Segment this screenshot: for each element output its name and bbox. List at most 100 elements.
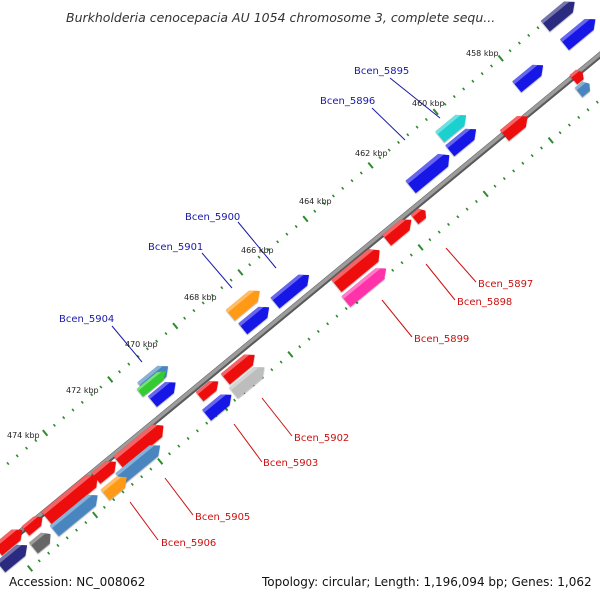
tick-dot [474,199,478,204]
gene-label-bcen-5895[interactable]: Bcen_5895 [354,66,409,77]
gene-arrow-orange-5901[interactable] [225,290,260,321]
tick-dot [567,123,571,127]
gene-arrow-bcen-5904[interactable] [136,371,167,397]
gene-arrow-red-5902a[interactable] [220,354,255,385]
gene-arrow-bcen-5903[interactable] [202,394,232,421]
leader-bcen-5897 [445,247,477,283]
gene-arrow-bcen-5905[interactable] [41,474,98,525]
gene-label-bcen-5901[interactable]: Bcen_5901 [148,242,203,253]
gene-label-bcen-5903[interactable]: Bcen_5903 [263,458,318,469]
tick-dot [437,230,441,234]
gene-arrow-bcen-5897[interactable] [382,219,412,246]
leader-bcen-5904 [111,325,143,363]
gene-arrow-bcen-5896[interactable] [405,154,450,194]
gene-arrow-blue-5895b[interactable] [445,128,477,157]
tick-dot [482,190,489,198]
tick-dot [424,117,428,122]
tick-dot [172,322,179,330]
gene-arrow-orange-5906[interactable] [100,476,127,501]
tick-dot [112,498,116,502]
gene-arrow-bcen-5895[interactable] [435,114,467,143]
gene-arrow-steel-5905[interactable] [115,445,161,484]
gene-features [0,1,596,573]
tick-dot [266,247,270,252]
gene-arrow-bcen-5898[interactable] [331,249,380,292]
leader-bcen-5906 [129,501,159,541]
tick-dot [183,316,187,320]
tick-dot [42,429,49,437]
leader-bcen-5902 [261,397,293,437]
tick-dot [530,154,534,158]
tick-dot [326,322,330,326]
gene-label-bcen-5897[interactable]: Bcen_5897 [478,279,533,290]
tick-dot [62,416,66,420]
gene-arrow-red-right[interactable] [500,116,528,141]
tick-label-460: 460 kbp [412,99,445,108]
gene-arrow-red-5905b[interactable] [91,461,117,484]
gene-arrow-bcen-5896-highlight [405,154,444,184]
tick-dot [279,360,283,364]
gene-arrow-top-dark[interactable] [540,1,575,32]
gene-arrow-bcen-5901-highlight [238,306,264,327]
gene-arrow-grey-5906-highlight [29,532,46,546]
gene-arrow-dark-left[interactable] [0,544,28,573]
gene-labels[interactable]: Bcen_5895 Bcen_5896 Bcen_5900 Bcen_5901 … [59,66,533,549]
tick-dot [508,49,512,53]
tick-dot [37,559,41,563]
gene-label-bcen-5905[interactable]: Bcen_5905 [195,512,250,523]
tick-dot [74,528,79,532]
gene-arrow-grey-5906[interactable] [29,532,51,554]
gene-arrow-bcen-5902[interactable] [229,367,265,399]
gene-arrow-red-right-highlight [500,116,523,133]
tick-dot [26,565,34,572]
gene-label-bcen-5900[interactable]: Bcen_5900 [185,212,240,223]
gene-arrow-458[interactable] [512,64,544,93]
tick-dot [155,339,159,343]
gene-arrow-blue-5895b-highlight [445,128,471,149]
gene-label-bcen-5896[interactable]: Bcen_5896 [320,96,375,107]
gene-arrow-bcen-5901[interactable] [238,306,270,335]
accession-text: Accession: NC_008062 [9,575,145,589]
tick-dot [195,429,199,433]
gene-arrow-bcen-5899[interactable] [341,268,387,307]
tick-dot [164,331,168,336]
gene-arrow-red-5903a[interactable] [195,381,219,402]
gene-arrow-bcen-5900[interactable] [270,274,309,309]
tick-dot [417,243,424,251]
gene-label-bcen-5899[interactable]: Bcen_5899 [414,334,469,345]
tick-dot [92,511,99,519]
gene-label-bcen-5906[interactable]: Bcen_5906 [161,538,216,549]
gene-arrow-blue-5904b[interactable] [148,382,176,407]
gene-arrow-red-5905a[interactable] [113,424,164,469]
gene-arrow-red-5906b[interactable] [21,516,43,536]
gene-label-bcen-5902[interactable]: Bcen_5902 [294,433,349,444]
tick-dot [90,393,94,397]
tick-dot [322,202,326,206]
tick-dot [233,398,237,402]
gene-arrow-dark-left-highlight [0,544,22,563]
gene-arrow-red-tiny-highlight [569,69,580,78]
leader-bcen-5895 [389,77,441,119]
tick-dot [432,108,439,116]
tick-label-472: 472 kbp [66,386,99,395]
tick-dot [452,94,456,99]
tick-dot [497,54,504,62]
tick-dot [294,224,298,229]
tick-dot [52,423,56,427]
gene-label-bcen-5898[interactable]: Bcen_5898 [457,297,512,308]
tick-dot [409,253,413,257]
tick-dot [84,520,88,525]
gene-arrow-bcen-5906[interactable] [49,494,98,537]
tick-dot [341,186,345,190]
gene-arrow-5904-steel-highlight [137,365,163,386]
tick-dot [493,184,497,188]
tick-dot [220,286,224,290]
tick-dot [489,64,494,68]
tick-dot [378,156,382,160]
gene-arrow-bcen-5900-highlight [270,274,304,301]
gene-arrow-red-5906b-highlight [21,516,38,529]
tick-dot [210,293,215,297]
gene-arrow-top-right[interactable] [560,19,596,51]
gene-label-bcen-5904[interactable]: Bcen_5904 [59,314,114,325]
tick-label-464: 464 kbp [299,197,332,206]
